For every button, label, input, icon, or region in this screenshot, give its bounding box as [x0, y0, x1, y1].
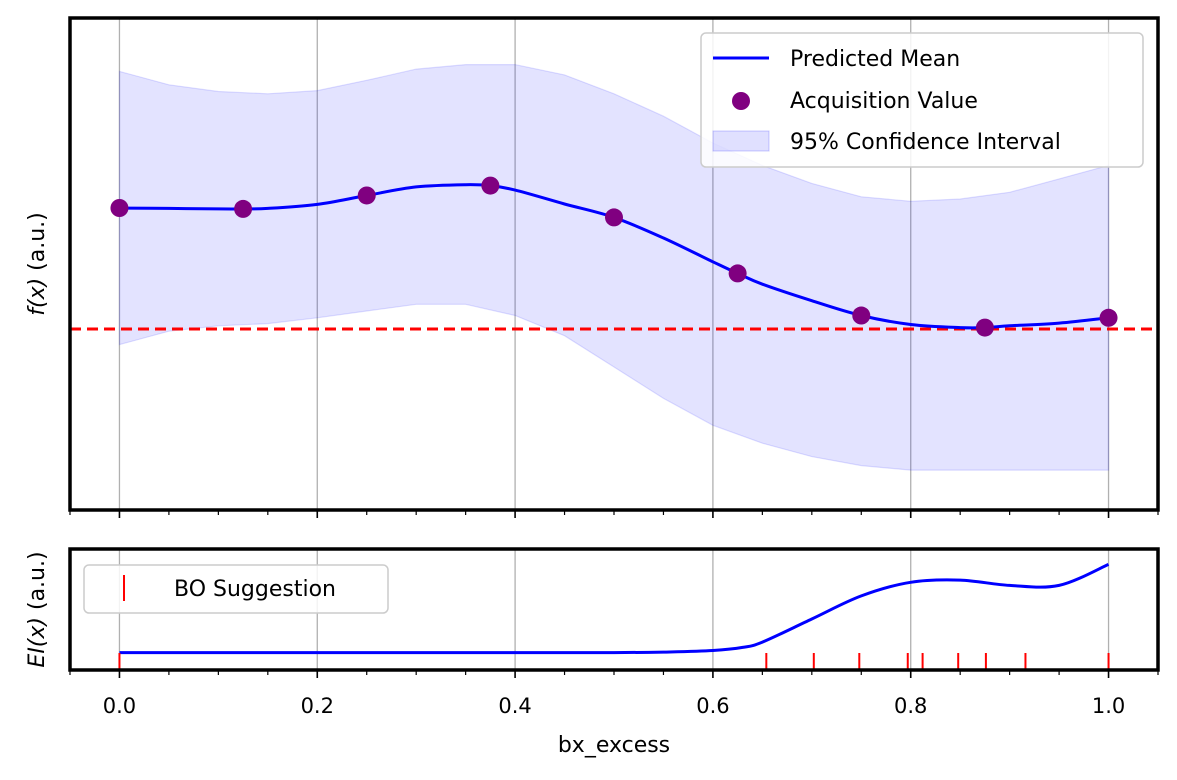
- top-panel: f(x) (a.u.) Predicted Mean Acquisition Val…: [25, 16, 1160, 518]
- acquisition-point-6: [852, 306, 871, 325]
- legend-bo-label: BO Suggestion: [174, 577, 336, 602]
- acquisition-point-3: [481, 176, 500, 195]
- confidence-band: [118, 63, 1110, 471]
- legend-band-label: 95% Confidence Interval: [790, 130, 1061, 155]
- top-y-label-italic: f(x): [25, 278, 50, 316]
- acquisition-point-4: [605, 208, 623, 227]
- acquisition-point-1: [234, 199, 253, 218]
- bottom-y-label-italic: EI(x): [25, 617, 50, 668]
- bottom-axes-frame: [68, 547, 1160, 672]
- legend-band-swatch: [712, 130, 770, 152]
- top-y-axis-label: f(x) (a.u.): [25, 212, 50, 316]
- top-y-label-units: (a.u.): [25, 212, 50, 278]
- acquisition-point-8: [1099, 308, 1118, 327]
- x-tick-label-0: 0.0: [103, 694, 136, 718]
- x-tick-label-5: 1.0: [1092, 694, 1125, 718]
- x-axis-label: bx_excess: [558, 733, 670, 758]
- x-tick-label-3: 0.6: [696, 694, 729, 718]
- top-legend-box: [700, 32, 1144, 168]
- bottom-legend: BO Suggestion: [83, 564, 389, 614]
- acquisition-point-2: [357, 186, 376, 205]
- top-axes-frame: [68, 16, 1160, 512]
- x-tick-label-1: 0.2: [301, 694, 334, 718]
- bottom-panel: 0.0 0.2 0.4 0.6 0.8 1.0 bx_excess EI(x) (a.u.) B…: [25, 547, 1160, 758]
- bottom-y-axis-label: EI(x) (a.u.): [25, 551, 50, 667]
- ei-curve: [119, 563, 1110, 655]
- bottom-y-label-units: (a.u.): [25, 551, 50, 617]
- legend-mean-label: Predicted Mean: [790, 47, 960, 72]
- x-tick-label-2: 0.4: [498, 694, 531, 718]
- top-legend: Predicted Mean Acquisition Value 95% Confi…: [700, 32, 1144, 168]
- x-tick-label-4: 0.8: [894, 694, 927, 718]
- acquisition-point-7: [975, 318, 994, 337]
- legend-acquisition-swatch: [732, 92, 750, 110]
- acquisition-point-5: [728, 264, 747, 283]
- acquisition-point-0: [110, 199, 129, 217]
- legend-acquisition-label: Acquisition Value: [790, 89, 978, 114]
- bottom-legend-box: [83, 564, 389, 614]
